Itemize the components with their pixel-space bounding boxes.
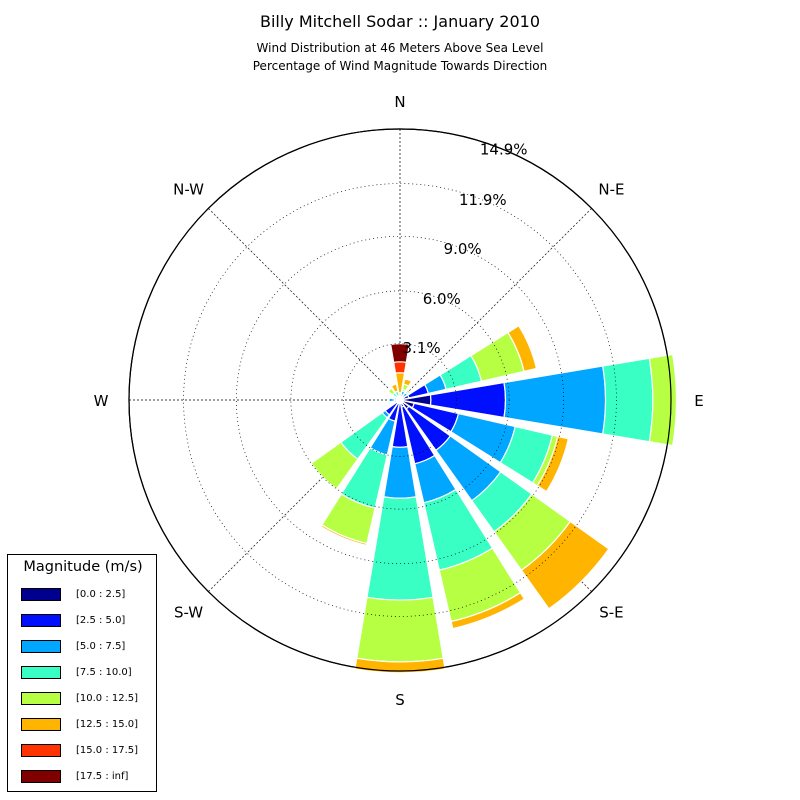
wind-bar-segment [356,596,444,663]
legend-swatch [21,666,61,679]
legend-swatch [21,718,61,731]
radial-tick-label: 6.0% [423,290,461,308]
legend-swatch [21,692,61,705]
legend-label: [15.0 : 17.5] [76,745,139,756]
wind-bar-segment [388,397,396,403]
direction-label: S-W [174,603,203,621]
legend-label: [5.0 : 7.5] [76,641,126,652]
legend-label: [10.0 : 12.5] [76,693,139,704]
direction-label: E [694,392,703,410]
wind-bar-segment [390,343,410,364]
radial-tick-label: 9.0% [444,240,482,258]
legend-label: [2.5 : 5.0] [76,615,126,626]
legend: Magnitude (m/s) [0.0 : 2.5] [2.5 : 5.0] … [7,554,157,792]
wind-bar-segment [450,591,526,630]
wind-bar-segment [602,357,654,443]
chart-subtitle-line-2: Percentage of Wind Magnitude Towards Dir… [252,59,548,73]
chart-subtitle-line-1: Wind Distribution at 46 Meters Above Sea… [256,41,544,55]
legend-label: [7.5 : 10.0] [76,667,132,678]
radial-tick-label: 3.1% [403,339,441,357]
wind-bar-segment [387,387,396,396]
wind-bar-segment [310,441,359,490]
radial-tick-label: 11.9% [459,191,507,209]
legend-swatch [21,770,61,783]
direction-label: N-E [598,181,624,199]
radial-gridline [183,183,617,617]
radial-gridline [235,235,565,565]
legend-swatch [21,744,61,757]
chart-title: Billy Mitchell Sodar :: January 2010 [259,12,541,31]
direction-label: N-W [173,181,204,199]
wind-bar-segment [405,388,412,395]
wind-bar-segment [354,657,446,674]
wind-bar-segment [402,378,413,387]
direction-label: S [395,691,405,709]
radial-gridline [290,290,510,510]
legend-label: [17.5 : inf] [76,771,129,782]
legend-title: Magnitude (m/s) [23,559,143,575]
wind-bar-segment [390,383,399,394]
legend-swatch [21,640,61,653]
legend-label: [12.5 : 15.0] [76,719,139,730]
direction-label: S-E [599,603,623,621]
wind-bar-segment [520,520,610,610]
wind-bar-segment [536,435,570,493]
direction-label: N [394,93,405,111]
wind-bar-segment [320,524,368,547]
legend-label: [0.0 : 2.5] [76,589,126,600]
direction-label: W [94,392,109,410]
polar-frame-outline [128,128,672,672]
wind-bar-segment [507,324,538,373]
radial-tick-label: 14.9% [480,141,528,159]
wind-bar-segment [648,353,677,447]
legend-swatch [21,614,61,627]
legend-swatch [21,588,61,601]
wind-bar-segment [393,361,407,374]
radial-gridline [343,343,457,457]
